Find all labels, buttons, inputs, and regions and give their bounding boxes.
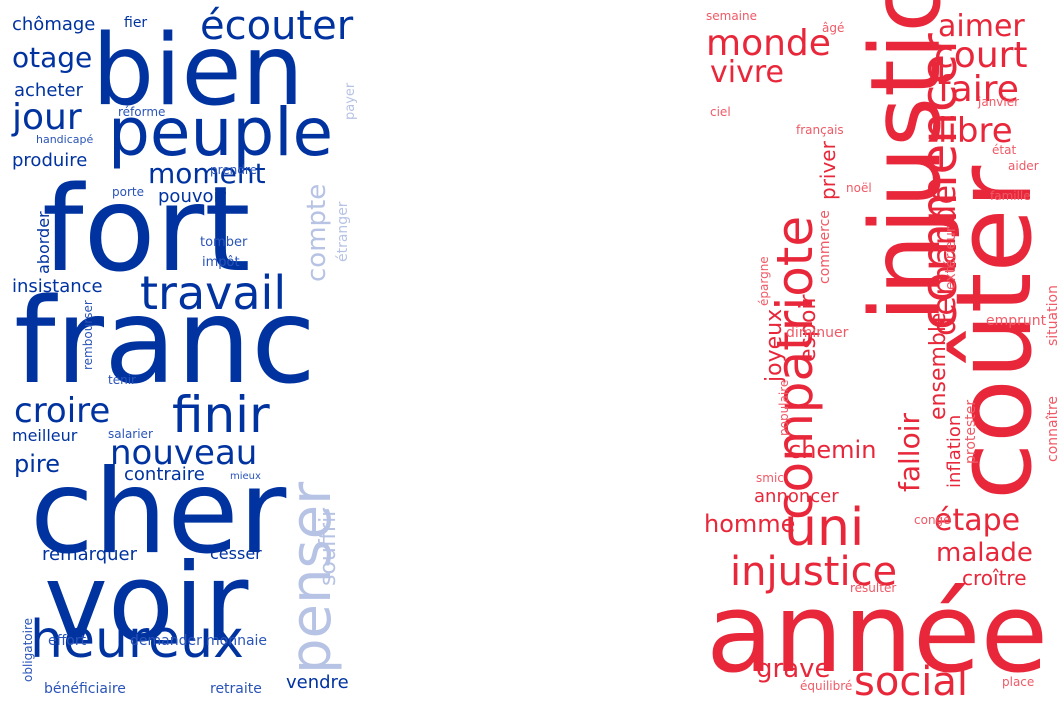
word-beneficiaire: bénéficiaire bbox=[44, 681, 126, 697]
word-produire: produire bbox=[12, 150, 88, 171]
word-jour: jour bbox=[12, 97, 82, 138]
word-conge: congé bbox=[914, 513, 951, 527]
word-pire: pire bbox=[14, 450, 61, 478]
word-diminuer: diminuer bbox=[786, 325, 849, 341]
word-croire: croire bbox=[14, 391, 111, 431]
word-finir: finir bbox=[172, 386, 270, 444]
word-croitre: croître bbox=[962, 566, 1027, 590]
blue-word-cloud: bien fort franc cher voir peuple heureux travai… bbox=[0, 0, 362, 713]
word-contraire: contraire bbox=[124, 464, 205, 485]
word-payer: payer bbox=[343, 82, 358, 120]
word-etranger: étranger bbox=[335, 201, 351, 262]
word-effort: effort bbox=[48, 633, 87, 649]
word-rembourser: rembourser bbox=[81, 300, 95, 370]
word-annoncer: annoncer bbox=[754, 486, 839, 507]
word-retraite: retraite bbox=[210, 681, 262, 697]
word-reforme: réforme bbox=[118, 105, 166, 119]
word-voir: voir bbox=[44, 541, 249, 666]
word-peuple: peuple bbox=[108, 94, 334, 171]
word-remarquer: remarquer bbox=[42, 544, 138, 565]
word-malade: malade bbox=[936, 538, 1033, 568]
word-ensemble: ensemble bbox=[926, 312, 951, 420]
word-semaine: semaine bbox=[706, 9, 757, 23]
word-inflation: inflation bbox=[944, 414, 965, 488]
word-salarier: salarier bbox=[108, 427, 153, 441]
word-insistance: insistance bbox=[12, 276, 103, 297]
word-acheter: acheter bbox=[14, 80, 83, 101]
word-janvier: janvier bbox=[978, 95, 1020, 109]
word-tomber: tomber bbox=[200, 235, 248, 250]
word-aborder: aborder bbox=[34, 211, 53, 274]
word-place: place bbox=[1002, 675, 1035, 689]
word-cesser: cesser bbox=[210, 544, 262, 563]
word-court: court bbox=[934, 35, 1028, 76]
word-demander: demander bbox=[130, 633, 202, 649]
word-injustice: injustice bbox=[730, 549, 898, 595]
word-connaitre: connaître bbox=[1045, 395, 1060, 462]
word-impot: impôt bbox=[202, 255, 240, 270]
word-vivre: vivre bbox=[710, 55, 784, 90]
word-monnaie: monnaie bbox=[206, 633, 268, 649]
word-libre: libre bbox=[938, 111, 1013, 151]
word-equilibre: équilibré bbox=[800, 679, 853, 693]
word-porte: porte bbox=[112, 185, 144, 199]
word-noel: noël bbox=[846, 181, 872, 195]
word-compte: compte bbox=[302, 183, 332, 282]
word-chomage: chômage bbox=[12, 14, 96, 35]
word-aimer: aimer bbox=[938, 9, 1025, 44]
word-fier: fier bbox=[124, 15, 148, 31]
word-meilleur: meilleur bbox=[12, 426, 78, 445]
word-cher: cher bbox=[30, 445, 287, 580]
word-etat: état bbox=[992, 143, 1017, 157]
word-fort: fort bbox=[42, 160, 251, 298]
word-social: social bbox=[854, 659, 969, 705]
word-francais: français bbox=[796, 123, 844, 137]
word-mieux: mieux bbox=[230, 471, 261, 482]
word-grave: grave bbox=[756, 654, 831, 684]
word-pouvoir: pouvoir bbox=[158, 186, 226, 207]
word-populaire: populaire bbox=[777, 379, 791, 436]
word-franc: franc bbox=[14, 272, 317, 410]
word-chemin: chemin bbox=[788, 436, 877, 464]
word-age: âgé bbox=[822, 21, 845, 35]
word-bien: bien bbox=[92, 14, 304, 128]
word-heureux: heureux bbox=[30, 610, 244, 670]
word-annee: année bbox=[706, 569, 1049, 697]
red-word-cloud: année injustic coûter compatriote uni commenc… bbox=[700, 0, 1060, 713]
word-prendre: prendre bbox=[210, 163, 257, 177]
word-ciel: ciel bbox=[710, 105, 731, 119]
word-emprunt: emprunt bbox=[986, 313, 1047, 329]
word-handicape: handicapé bbox=[36, 133, 94, 146]
word-otage: otage bbox=[12, 41, 93, 74]
word-ecouter: écouter bbox=[200, 3, 354, 49]
word-priver: priver bbox=[816, 141, 840, 200]
word-homme: homme bbox=[704, 510, 796, 538]
word-joyeux: joyeux bbox=[762, 308, 787, 382]
word-aider: aider bbox=[1008, 159, 1039, 173]
word-tenir: tenir bbox=[108, 373, 136, 387]
word-monde: monde bbox=[706, 23, 831, 64]
word-famille: famille bbox=[990, 189, 1031, 203]
word-smic: smic bbox=[756, 471, 784, 485]
word-falloir: falloir bbox=[893, 413, 926, 492]
word-vendre: vendre bbox=[286, 672, 349, 693]
word-resulter: résulter bbox=[850, 581, 897, 595]
word-exterieur: extérieur bbox=[943, 226, 959, 290]
word-travail: travail bbox=[140, 266, 287, 320]
word-protester: protester bbox=[963, 399, 979, 464]
word-souffrir: souffrir bbox=[316, 507, 341, 586]
word-nouveau: nouveau bbox=[110, 433, 258, 473]
word-moment: moment bbox=[148, 157, 266, 190]
word-epargne: épargne bbox=[757, 256, 771, 306]
word-obligatoire: obligatoire bbox=[21, 617, 35, 682]
word-etape: étape bbox=[934, 503, 1021, 538]
word-faire: faire bbox=[938, 69, 1019, 110]
word-commerce: commerce bbox=[817, 210, 833, 284]
word-uni: uni bbox=[784, 498, 865, 558]
word-situation: situation bbox=[1045, 285, 1060, 346]
